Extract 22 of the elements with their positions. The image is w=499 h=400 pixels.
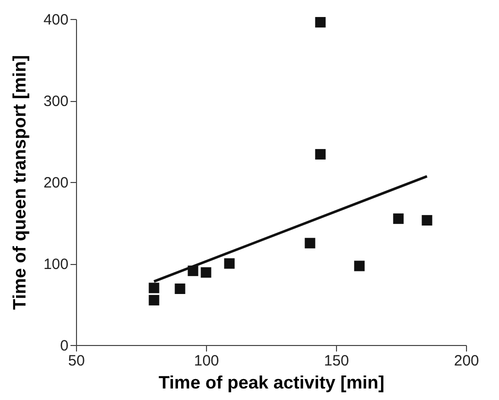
point <box>354 260 365 272</box>
y-tick-label: 0 <box>60 338 68 354</box>
point <box>315 17 326 28</box>
x-tick-label: 50 <box>68 352 85 370</box>
y-tick-label: 400 <box>43 12 68 28</box>
point <box>148 294 160 306</box>
point <box>304 238 316 248</box>
y-tick-label: 200 <box>43 174 68 192</box>
x-axis-title: Time of peak activity [min] <box>158 372 384 392</box>
point <box>200 267 212 278</box>
point <box>315 149 326 160</box>
point <box>393 213 404 224</box>
point <box>422 215 432 226</box>
y-tick-label: 300 <box>43 93 68 110</box>
x-tick-label: 100 <box>194 352 220 370</box>
point <box>148 282 160 294</box>
point <box>174 284 186 294</box>
point <box>224 258 235 269</box>
x-tick-label: 200 <box>454 352 480 370</box>
y-tick-label: 100 <box>43 256 68 273</box>
y-axis-title: Time of queen transport [min] <box>9 55 30 310</box>
x-tick-label: 150 <box>324 352 350 370</box>
